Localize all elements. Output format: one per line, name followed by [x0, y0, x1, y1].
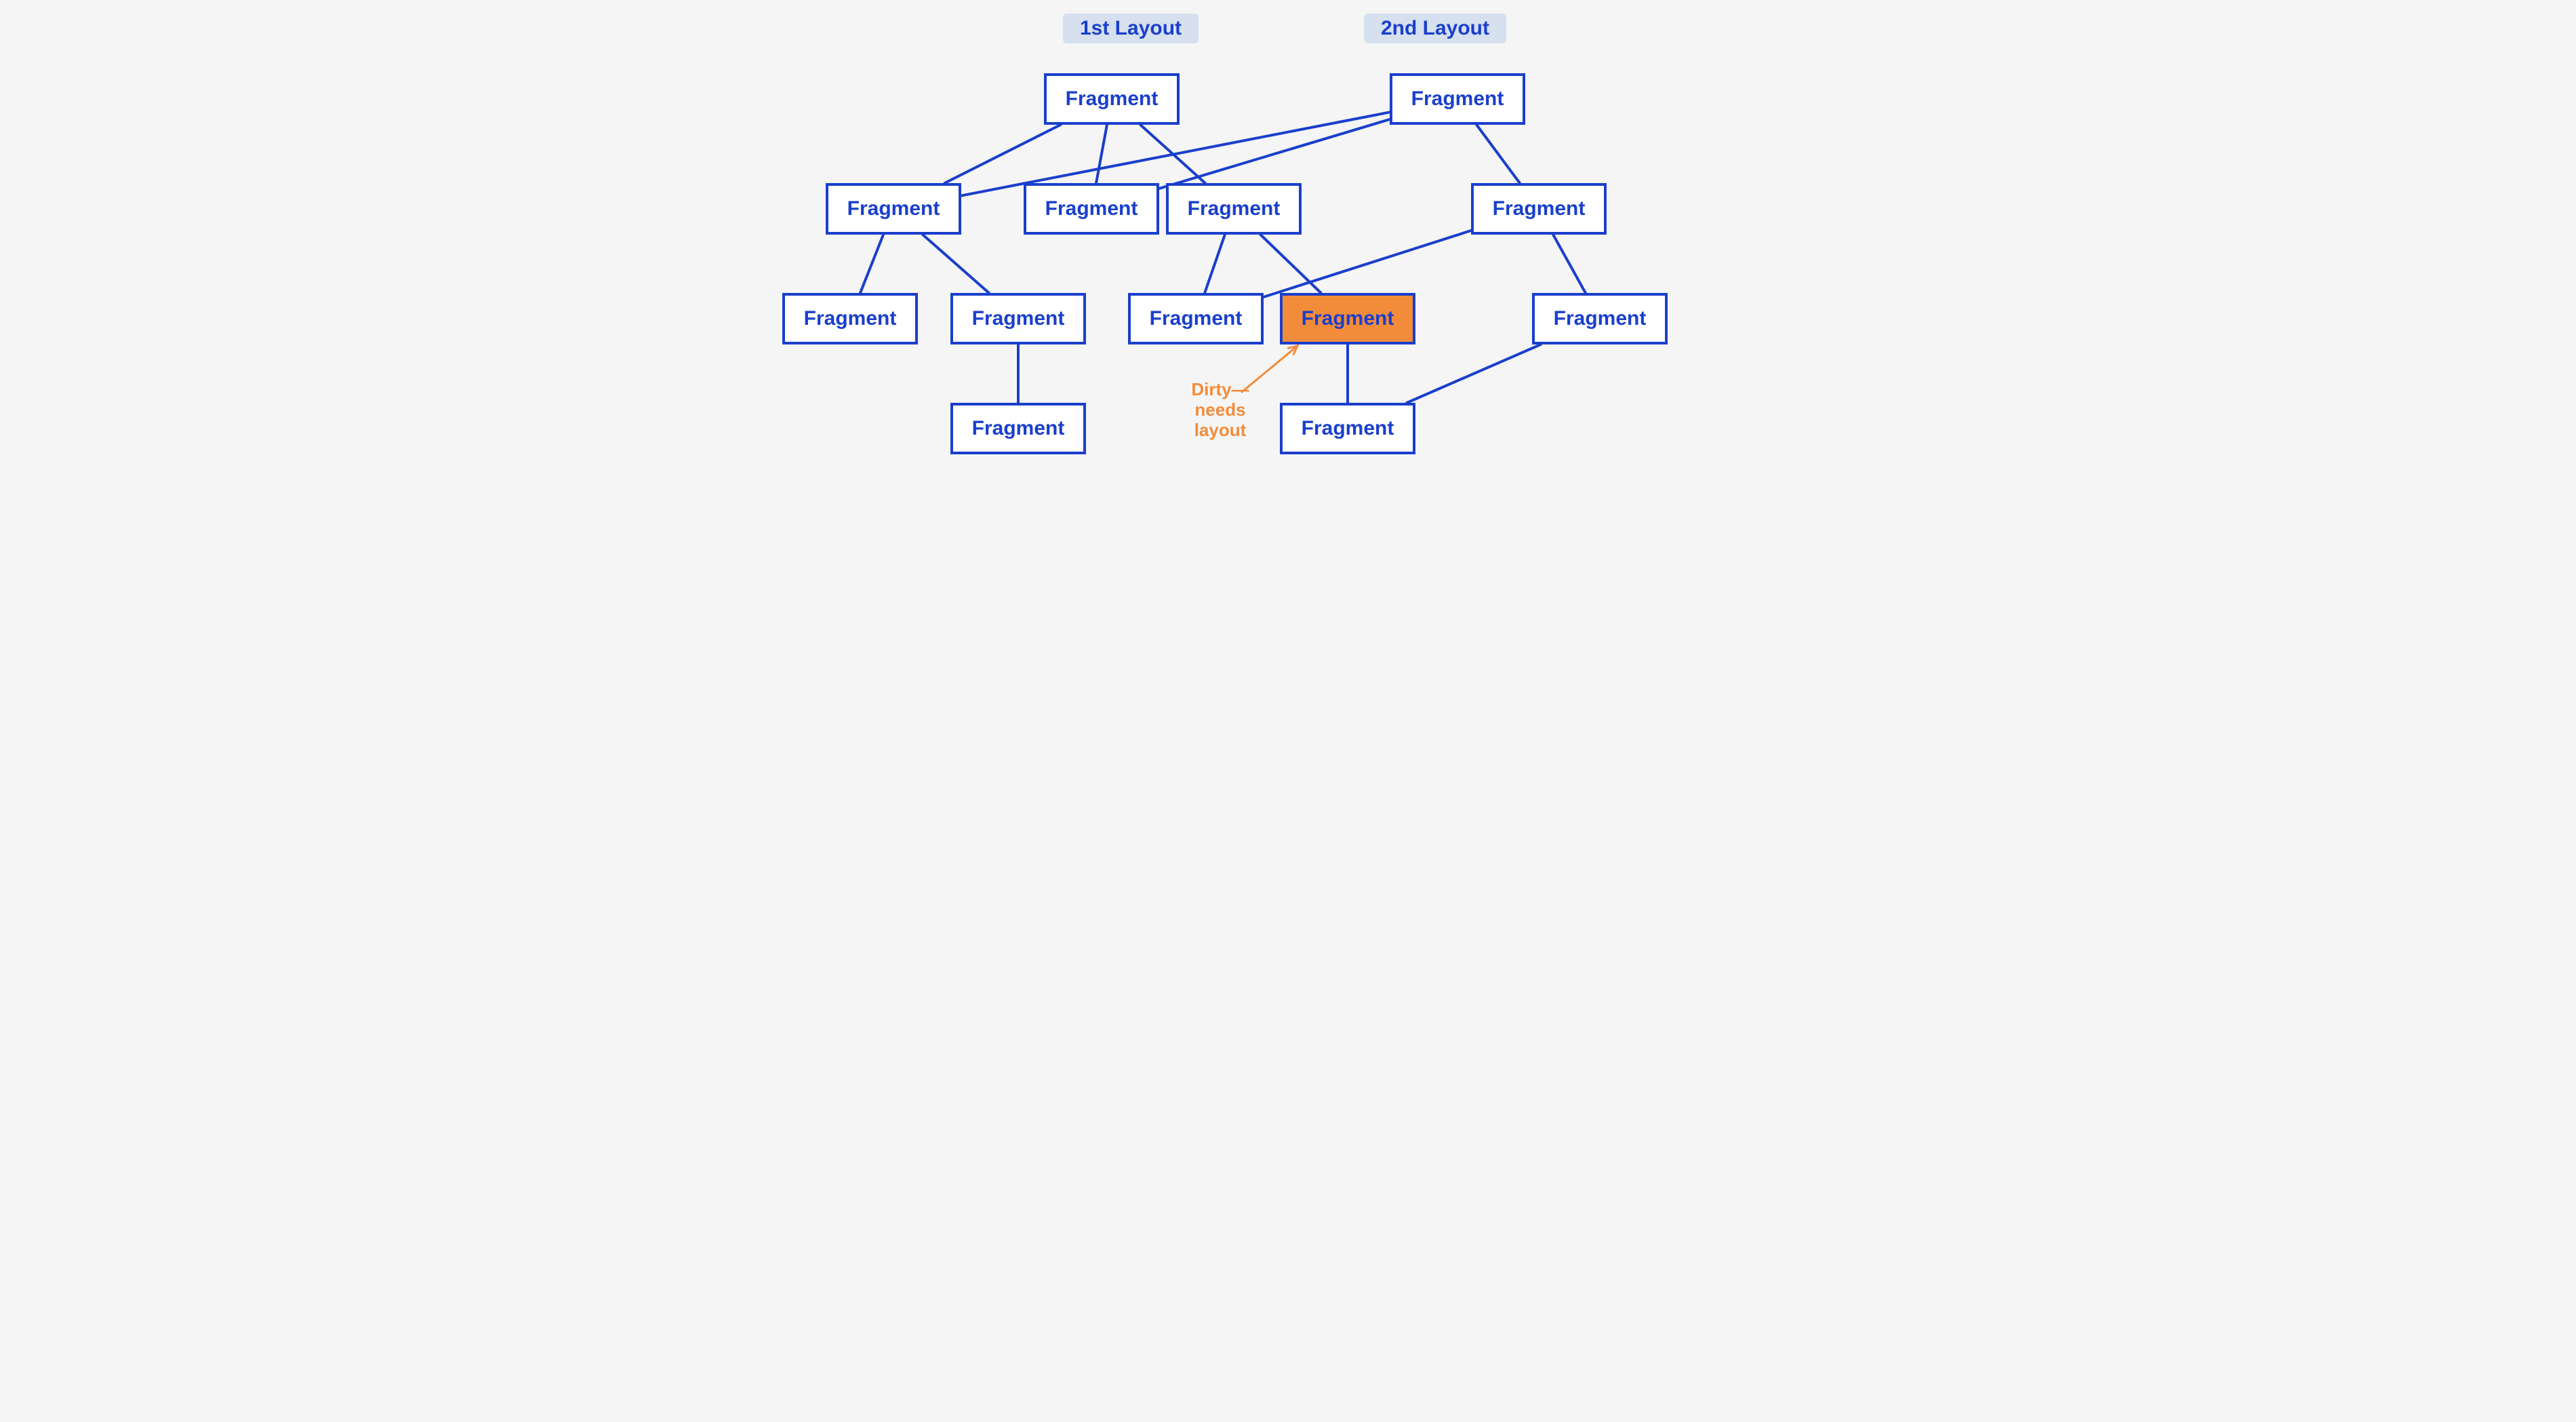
edge [1407, 344, 1540, 403]
fragment-node: Fragment [1280, 403, 1415, 454]
edge [923, 235, 989, 293]
fragment-node: Fragment [950, 403, 1086, 454]
annotation-text: Dirty— needs layout [1166, 380, 1274, 454]
edge [1096, 125, 1107, 183]
fragment-node: Fragment [1390, 73, 1525, 125]
edge [860, 235, 883, 293]
fragment-node: Fragment [950, 293, 1086, 344]
fragment-node: Fragment [782, 293, 918, 344]
fragment-node: Fragment [1532, 293, 1668, 344]
fragment-node: Fragment [1128, 293, 1264, 344]
fragment-node: Fragment [1471, 183, 1607, 235]
fragment-node: Fragment [826, 183, 961, 235]
edge [1205, 235, 1225, 293]
edge [1159, 119, 1390, 189]
edge [1264, 231, 1471, 297]
edge [945, 125, 1061, 183]
edge [1476, 125, 1520, 183]
edge-layer [767, 0, 1809, 575]
fragment-node: Fragment [1166, 183, 1302, 235]
diagram-title: 2nd Layout [1364, 14, 1506, 43]
fragment-node: Fragment [1044, 73, 1180, 125]
edge [1260, 235, 1321, 293]
annotation-arrowhead [1288, 346, 1297, 355]
diagram-title: 1st Layout [1063, 14, 1199, 43]
edge [1140, 125, 1205, 183]
fragment-node-dirty: Fragment [1280, 293, 1415, 344]
diagram-canvas: 1st Layout2nd LayoutFragmentFragmentFrag… [767, 0, 1809, 575]
edge [1553, 235, 1586, 293]
fragment-node: Fragment [1024, 183, 1159, 235]
